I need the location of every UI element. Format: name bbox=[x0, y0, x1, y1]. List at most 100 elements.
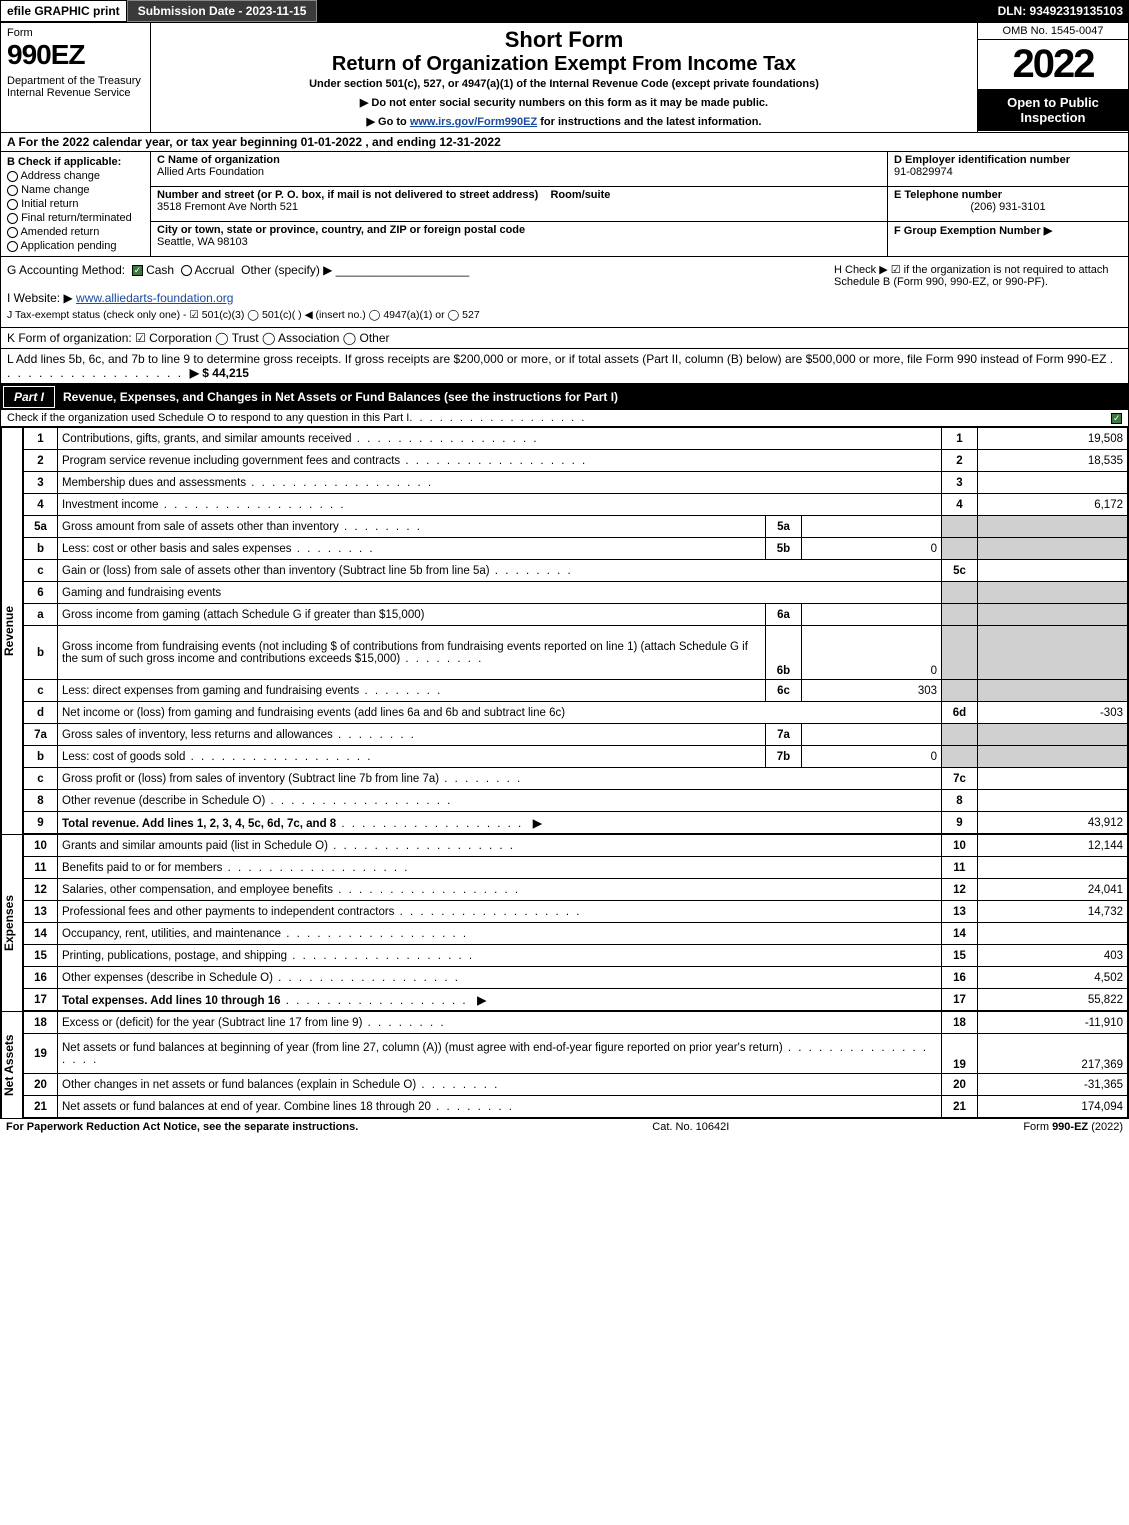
accrual-label: Accrual bbox=[194, 263, 234, 277]
line-14: 14Occupancy, rent, utilities, and mainte… bbox=[24, 923, 1128, 945]
line-6a: aGross income from gaming (attach Schedu… bbox=[24, 604, 1128, 626]
row-K: K Form of organization: ☑ Corporation ◯ … bbox=[1, 328, 1128, 349]
opt-address: Address change bbox=[20, 170, 100, 182]
under-section: Under section 501(c), 527, or 4947(a)(1)… bbox=[159, 78, 969, 90]
C-street-block: Number and street (or P. O. box, if mail… bbox=[151, 187, 888, 221]
part1-pill: Part I bbox=[3, 386, 55, 408]
line-17: 17Total expenses. Add lines 10 through 1… bbox=[24, 989, 1128, 1011]
L-text: L Add lines 5b, 6c, and 7b to line 9 to … bbox=[7, 352, 1106, 366]
chk-application-pending[interactable]: Application pending bbox=[7, 240, 144, 252]
part1-sub: Check if the organization used Schedule … bbox=[1, 410, 1128, 427]
L-amount: ▶ $ 44,215 bbox=[190, 366, 249, 380]
line-1: 1Contributions, gifts, grants, and simil… bbox=[24, 428, 1128, 450]
line-10: 10Grants and similar amounts paid (list … bbox=[24, 835, 1128, 857]
line-8: 8Other revenue (describe in Schedule O)8 bbox=[24, 790, 1128, 812]
chk-name-change[interactable]: Name change bbox=[7, 184, 144, 196]
submission-date-button[interactable]: Submission Date - 2023-11-15 bbox=[127, 0, 318, 22]
line-15: 15Printing, publications, postage, and s… bbox=[24, 945, 1128, 967]
footer-left: For Paperwork Reduction Act Notice, see … bbox=[6, 1121, 358, 1133]
public-inspection: Open to Public Inspection bbox=[978, 89, 1128, 131]
line-5a: 5aGross amount from sale of assets other… bbox=[24, 516, 1128, 538]
col-B: B Check if applicable: Address change Na… bbox=[1, 152, 151, 256]
footer-right-pre: Form bbox=[1023, 1121, 1052, 1133]
opt-final: Final return/terminated bbox=[21, 212, 132, 224]
irs-link[interactable]: www.irs.gov/Form990EZ bbox=[410, 116, 537, 128]
line-5b: bLess: cost or other basis and sales exp… bbox=[24, 538, 1128, 560]
opt-pending: Application pending bbox=[20, 240, 116, 252]
form-word: Form bbox=[7, 27, 144, 39]
line-6b: bGross income from fundraising events (n… bbox=[24, 626, 1128, 680]
line-6: 6Gaming and fundraising events bbox=[24, 582, 1128, 604]
col-CDEF: C Name of organization Allied Arts Found… bbox=[151, 152, 1128, 256]
footer-right: Form 990-EZ (2022) bbox=[1023, 1121, 1123, 1133]
opt-name: Name change bbox=[21, 184, 90, 196]
dln-label: DLN: 93492319135103 bbox=[992, 0, 1129, 22]
C-name-block: C Name of organization Allied Arts Found… bbox=[151, 152, 888, 186]
street-label: Number and street (or P. O. box, if mail… bbox=[157, 189, 538, 201]
topbar-spacer bbox=[317, 0, 991, 22]
E-block: E Telephone number (206) 931-3101 bbox=[888, 187, 1128, 221]
line-7b: bLess: cost of goods sold7b0 bbox=[24, 746, 1128, 768]
header-right: OMB No. 1545-0047 2022 Open to Public In… bbox=[978, 23, 1128, 132]
chk-final-return[interactable]: Final return/terminated bbox=[7, 212, 144, 224]
netassets-table: 18Excess or (deficit) for the year (Subt… bbox=[23, 1011, 1128, 1118]
F-label: F Group Exemption Number ▶ bbox=[894, 224, 1122, 237]
row-A: A For the 2022 calendar year, or tax yea… bbox=[1, 133, 1128, 152]
chk-accrual[interactable] bbox=[181, 265, 192, 276]
chk-initial-return[interactable]: Initial return bbox=[7, 198, 144, 210]
city-label: City or town, state or province, country… bbox=[157, 224, 881, 236]
I-label: I Website: ▶ bbox=[7, 291, 73, 305]
row-GH: G Accounting Method: Cash Accrual Other … bbox=[1, 257, 1128, 328]
B-label: B Check if applicable: bbox=[7, 156, 121, 168]
return-title: Return of Organization Exempt From Incom… bbox=[159, 53, 969, 76]
room-label: Room/suite bbox=[550, 189, 610, 201]
footer: For Paperwork Reduction Act Notice, see … bbox=[0, 1119, 1129, 1135]
efile-print-button[interactable]: efile GRAPHIC print bbox=[0, 0, 127, 22]
topbar: efile GRAPHIC print Submission Date - 20… bbox=[0, 0, 1129, 22]
website-link[interactable]: www.alliedarts-foundation.org bbox=[76, 291, 233, 305]
J-row: J Tax-exempt status (check only one) - ☑… bbox=[7, 309, 822, 321]
dots2 bbox=[409, 412, 586, 424]
cash-label: Cash bbox=[146, 263, 174, 277]
line-9: 9Total revenue. Add lines 1, 2, 3, 4, 5c… bbox=[24, 812, 1128, 834]
D-block: D Employer identification number 91-0829… bbox=[888, 152, 1128, 186]
line-2: 2Program service revenue including gover… bbox=[24, 450, 1128, 472]
line-12: 12Salaries, other compensation, and empl… bbox=[24, 879, 1128, 901]
expenses-vlabel: Expenses bbox=[1, 834, 23, 1011]
line-19: 19Net assets or fund balances at beginni… bbox=[24, 1034, 1128, 1074]
G-label: G Accounting Method: bbox=[7, 263, 125, 277]
part1-check[interactable] bbox=[1108, 412, 1122, 424]
form-header: Form 990EZ Department of the Treasury In… bbox=[1, 23, 1128, 133]
omb-number: OMB No. 1545-0047 bbox=[978, 23, 1128, 40]
line-13: 13Professional fees and other payments t… bbox=[24, 901, 1128, 923]
chk-address-change[interactable]: Address change bbox=[7, 170, 144, 182]
line-5c: cGain or (loss) from sale of assets othe… bbox=[24, 560, 1128, 582]
line-18: 18Excess or (deficit) for the year (Subt… bbox=[24, 1012, 1128, 1034]
footer-catno: Cat. No. 10642I bbox=[358, 1121, 1023, 1133]
part1-sub-text: Check if the organization used Schedule … bbox=[7, 412, 409, 424]
chk-amended-return[interactable]: Amended return bbox=[7, 226, 144, 238]
footer-right-bold: 990-EZ bbox=[1052, 1121, 1088, 1133]
line-11: 11Benefits paid to or for members11 bbox=[24, 857, 1128, 879]
row-L: L Add lines 5b, 6c, and 7b to line 9 to … bbox=[1, 349, 1128, 384]
revenue-table: 1Contributions, gifts, grants, and simil… bbox=[23, 427, 1128, 834]
tax-year: 2022 bbox=[978, 40, 1128, 89]
line-7c: cGross profit or (loss) from sales of in… bbox=[24, 768, 1128, 790]
chk-cash[interactable] bbox=[132, 265, 143, 276]
short-form-title: Short Form bbox=[159, 27, 969, 53]
block-BCDEF: B Check if applicable: Address change Na… bbox=[1, 152, 1128, 257]
F-block: F Group Exemption Number ▶ bbox=[888, 222, 1128, 256]
E-label: E Telephone number bbox=[894, 189, 1122, 201]
note-link: ▶ Go to www.irs.gov/Form990EZ for instru… bbox=[159, 115, 969, 128]
phone-value: (206) 931-3101 bbox=[894, 201, 1122, 213]
form-container: Form 990EZ Department of the Treasury In… bbox=[0, 22, 1129, 1119]
other-label: Other (specify) ▶ bbox=[241, 263, 332, 277]
line-3: 3Membership dues and assessments3 bbox=[24, 472, 1128, 494]
note-ssn: ▶ Do not enter social security numbers o… bbox=[159, 96, 969, 109]
opt-initial: Initial return bbox=[21, 198, 78, 210]
note2-pre: ▶ Go to bbox=[367, 116, 410, 128]
line-6d: dNet income or (loss) from gaming and fu… bbox=[24, 702, 1128, 724]
revenue-section: Revenue 1Contributions, gifts, grants, a… bbox=[1, 427, 1128, 834]
expenses-section: Expenses 10Grants and similar amounts pa… bbox=[1, 834, 1128, 1011]
expenses-table: 10Grants and similar amounts paid (list … bbox=[23, 834, 1128, 1011]
